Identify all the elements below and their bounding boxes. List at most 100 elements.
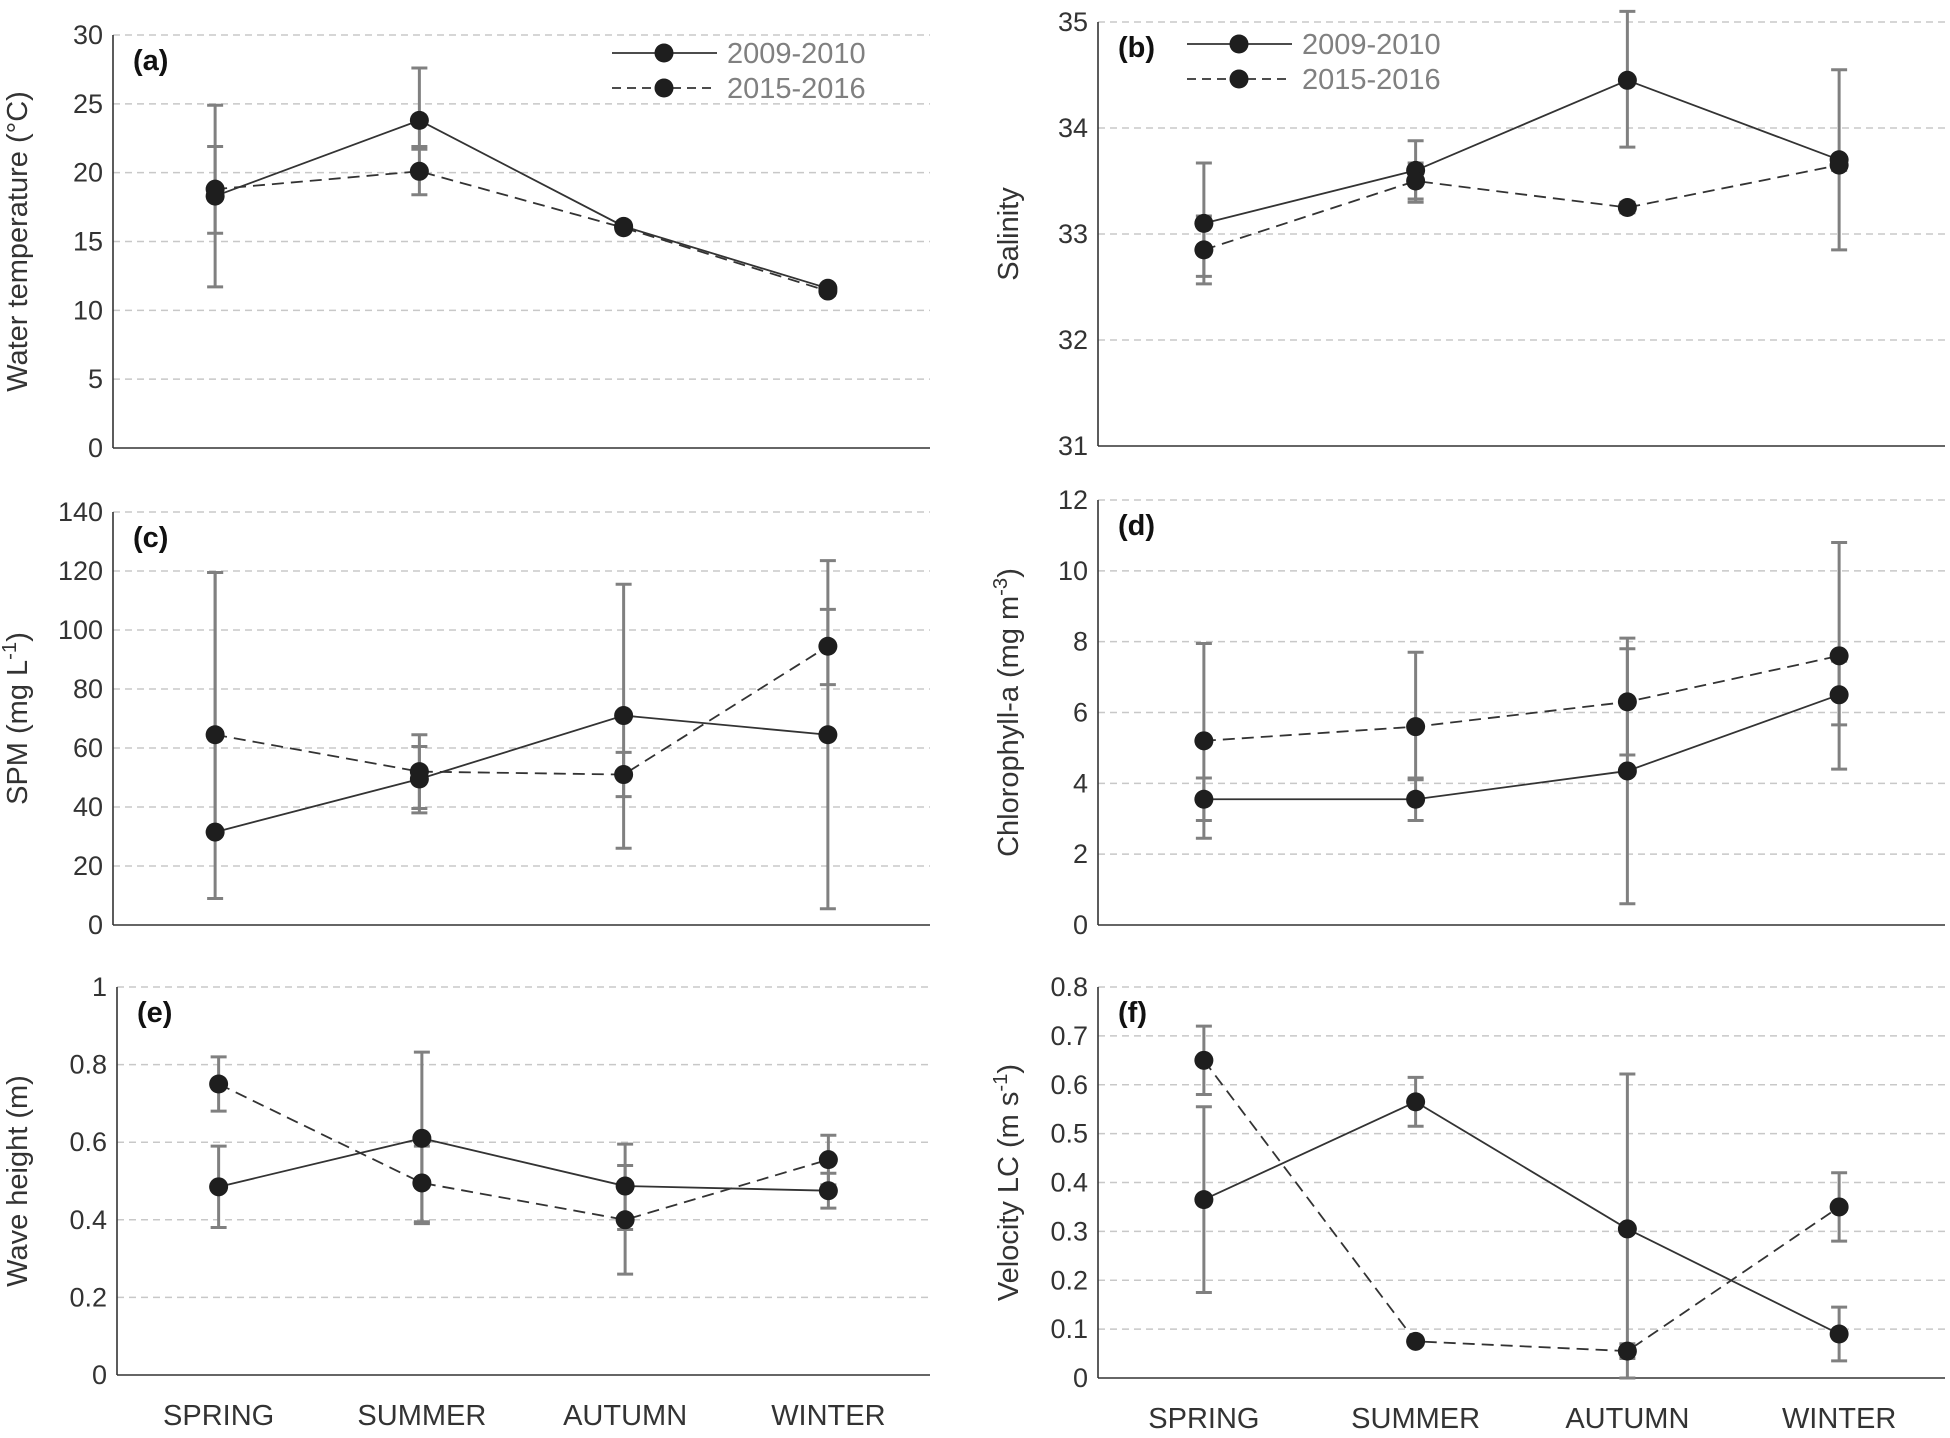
y-tick-label: 0 [1073, 910, 1088, 940]
y-tick-label: 100 [58, 615, 103, 645]
x-tick-label: WINTER [771, 1400, 885, 1432]
y-tick-label: 40 [73, 792, 103, 822]
data-point [205, 725, 225, 745]
y-tick-label: 60 [73, 733, 103, 763]
y-tick-label: 0.1 [1050, 1314, 1088, 1344]
y-tick-label: 32 [1058, 325, 1088, 355]
chart-panel-a: 0 5 10 15 20 25 30 Water temperature (°C) (a) 200… [2, 20, 930, 463]
data-point [1406, 789, 1426, 809]
data-point [1617, 761, 1637, 781]
panel-label: (c) [133, 522, 168, 554]
y-axis-label: Water temperature (°C) [2, 91, 34, 392]
data-point [1194, 213, 1214, 233]
x-tick-label: AUTUMN [563, 1400, 687, 1432]
y-axis-label: Velocity LC (m s-1) [990, 1064, 1025, 1301]
data-point [615, 1210, 635, 1230]
y-tick-label: 33 [1058, 219, 1088, 249]
y-tick-label: 0.2 [69, 1282, 107, 1312]
data-point [1194, 731, 1214, 751]
data-point [1406, 171, 1426, 191]
x-tick-label: SUMMER [1351, 1403, 1480, 1435]
data-point [1617, 692, 1637, 712]
y-axis-label: Chlorophyll-a (mg m-3) [990, 568, 1025, 857]
data-point [1617, 70, 1637, 90]
y-tick-label: 0.7 [1050, 1021, 1088, 1051]
y-tick-label: 12 [1058, 485, 1088, 515]
y-tick-label: 35 [1058, 7, 1088, 37]
y-tick-label: 4 [1073, 768, 1088, 798]
panel-label: (d) [1118, 510, 1155, 542]
data-point [1406, 1331, 1426, 1351]
legend-marker [1229, 34, 1249, 54]
y-tick-label: 0 [88, 433, 103, 463]
data-point [1829, 1197, 1849, 1217]
y-tick-label: 20 [73, 851, 103, 881]
data-point [818, 636, 838, 656]
series-line-2015-2016 [218, 1083, 829, 1221]
x-tick-label: SUMMER [357, 1400, 486, 1432]
data-point [818, 1150, 838, 1170]
series-line-2009-2010 [1203, 79, 1840, 225]
data-point [409, 110, 429, 130]
chart-panel-c: 0 20 40 60 80 100 120 140 SPM (mg L-1) (c) [0, 497, 930, 940]
panel-label: (f) [1118, 997, 1147, 1029]
x-tick-label: WINTER [1782, 1403, 1896, 1435]
x-tick-label: SPRING [1148, 1403, 1259, 1435]
data-point [205, 822, 225, 842]
series-line-2015-2016 [215, 170, 829, 292]
data-point [1829, 1324, 1849, 1344]
y-tick-label: 20 [73, 158, 103, 188]
data-point [1406, 1092, 1426, 1112]
y-tick-label: 8 [1073, 627, 1088, 657]
panel-label: (b) [1118, 32, 1155, 64]
y-tick-label: 25 [73, 89, 103, 119]
legend-marker [654, 43, 674, 63]
y-tick-label: 0.2 [1050, 1265, 1088, 1295]
data-point [818, 725, 838, 745]
y-tick-label: 0.3 [1050, 1216, 1088, 1246]
series-line-2009-2010 [218, 1137, 829, 1192]
legend-marker [654, 78, 674, 98]
y-tick-label: 6 [1073, 698, 1088, 728]
x-tick-label: SPRING [163, 1400, 274, 1432]
series-line-2009-2010 [214, 119, 829, 290]
data-point [209, 1074, 229, 1094]
data-point [614, 218, 634, 238]
data-point [205, 179, 225, 199]
y-tick-label: 30 [73, 20, 103, 50]
y-tick-label: 10 [73, 295, 103, 325]
y-tick-label: 0.4 [69, 1205, 107, 1235]
y-tick-label: 31 [1058, 431, 1088, 461]
y-tick-label: 0 [92, 1360, 107, 1390]
y-tick-label: 15 [73, 227, 103, 257]
y-tick-label: 0.8 [1050, 972, 1088, 1002]
y-tick-label: 120 [58, 556, 103, 586]
legend-label: 2015-2016 [727, 73, 866, 105]
data-point [1617, 1219, 1637, 1239]
data-point [818, 281, 838, 301]
chart-panel-d: 0 2 4 6 8 10 12 Chlorophyll-a (mg m-3) (d) [990, 485, 1945, 940]
chart-panel-e: 0 0.2 0.4 0.6 0.8 1 SPRING SUMMER AUTUMN WINTER Wa… [2, 972, 930, 1432]
y-axis-label: Salinity [993, 187, 1025, 281]
y-tick-label: 1 [92, 972, 107, 1002]
y-tick-label: 0.8 [69, 1050, 107, 1080]
data-point [412, 1128, 432, 1148]
data-point [209, 1177, 229, 1197]
y-tick-label: 0.5 [1050, 1119, 1088, 1149]
data-point [614, 706, 634, 726]
data-point [1829, 646, 1849, 666]
data-point [1829, 155, 1849, 175]
chart-panel-f: 0 0.1 0.2 0.3 0.4 0.5 0.6 0.7 0.8 SPRING SUMMER AUT… [990, 972, 1945, 1435]
y-axis-label: SPM (mg L-1) [0, 632, 34, 805]
data-point [412, 1173, 432, 1193]
data-point [1194, 1190, 1214, 1210]
y-tick-label: 0 [1073, 1363, 1088, 1393]
data-point [1829, 685, 1849, 705]
data-point [1617, 1341, 1637, 1361]
series-line-2009-2010 [1203, 1100, 1840, 1335]
series-line-2015-2016 [1203, 1059, 1840, 1353]
data-point [1406, 717, 1426, 737]
